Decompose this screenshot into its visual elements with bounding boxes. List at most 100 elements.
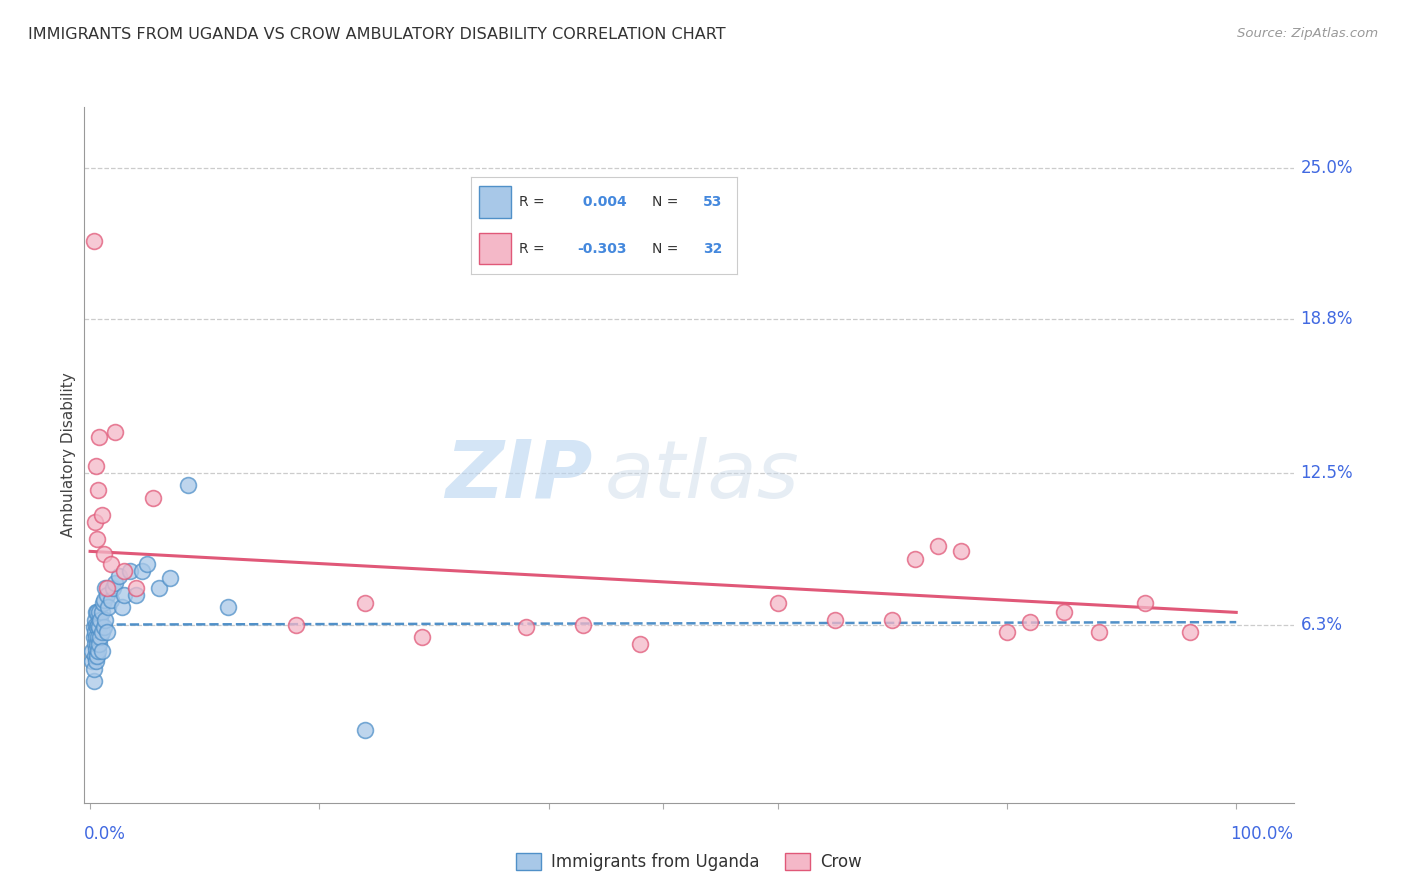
Point [1087, 624, 1109, 639]
Point [84, 642, 107, 657]
Text: R =: R = [519, 195, 550, 209]
Text: IMMIGRANTS FROM UGANDA VS CROW AMBULATORY DISABILITY CORRELATION CHART: IMMIGRANTS FROM UGANDA VS CROW AMBULATOR… [28, 27, 725, 42]
Point [83, 630, 105, 644]
Point [84, 606, 107, 620]
Point [93, 547, 115, 561]
Point [354, 596, 377, 610]
Point [766, 596, 789, 610]
Point [83, 515, 105, 529]
Point [96, 581, 118, 595]
Point [104, 576, 127, 591]
Point [93, 593, 115, 607]
Point [111, 600, 134, 615]
Text: 6.3%: 6.3% [1301, 615, 1343, 633]
Point [86, 637, 108, 651]
Point [882, 613, 904, 627]
Point [86, 620, 108, 634]
Point [515, 620, 537, 634]
Text: 0.0%: 0.0% [84, 825, 127, 843]
Point [1053, 606, 1076, 620]
Point [125, 581, 148, 595]
Legend: Immigrants from Uganda, Crow: Immigrants from Uganda, Crow [509, 847, 869, 878]
Point [354, 723, 377, 737]
Point [83, 620, 105, 634]
Point [87, 630, 110, 644]
Point [148, 581, 170, 595]
Point [83, 661, 105, 675]
Point [1019, 615, 1042, 629]
Point [104, 425, 127, 439]
Point [83, 235, 105, 249]
Point [87, 617, 110, 632]
Point [90, 624, 112, 639]
Point [995, 624, 1018, 639]
Point [90, 508, 112, 522]
Point [125, 588, 148, 602]
Point [101, 581, 124, 595]
FancyBboxPatch shape [479, 186, 512, 218]
Point [89, 637, 111, 651]
Point [84, 617, 107, 632]
Point [89, 630, 111, 644]
Point [824, 613, 846, 627]
Point [90, 606, 112, 620]
Point [84, 630, 107, 644]
Point [94, 581, 117, 595]
Point [950, 544, 973, 558]
Point [159, 571, 181, 585]
Point [904, 551, 927, 566]
Point [120, 564, 142, 578]
Y-axis label: Ambulatory Disability: Ambulatory Disability [60, 373, 76, 537]
Text: 25.0%: 25.0% [1301, 159, 1353, 178]
Point [628, 637, 651, 651]
Text: 100.0%: 100.0% [1230, 825, 1294, 843]
Point [83, 613, 105, 627]
Point [142, 491, 165, 505]
Point [83, 649, 105, 664]
Text: atlas: atlas [605, 437, 799, 515]
Point [84, 458, 107, 473]
Point [83, 637, 105, 651]
Point [86, 649, 108, 664]
Point [86, 606, 108, 620]
Text: 53: 53 [703, 195, 723, 209]
Point [1133, 596, 1156, 610]
Text: -0.303: -0.303 [578, 242, 627, 256]
Point [93, 620, 115, 634]
Point [89, 606, 111, 620]
Point [82, 644, 104, 658]
Point [114, 588, 136, 602]
Text: R =: R = [519, 242, 550, 256]
Point [91, 596, 114, 610]
Point [136, 557, 159, 571]
Text: Source: ZipAtlas.com: Source: ZipAtlas.com [1237, 27, 1378, 40]
Point [285, 617, 308, 632]
FancyBboxPatch shape [479, 233, 512, 264]
Point [97, 600, 120, 615]
Text: ZIP: ZIP [444, 437, 592, 515]
Text: N =: N = [652, 195, 683, 209]
Point [94, 613, 117, 627]
Point [217, 600, 239, 615]
Point [107, 568, 129, 582]
Point [100, 557, 122, 571]
Point [96, 624, 118, 639]
Point [131, 564, 153, 578]
Point [87, 644, 110, 658]
Text: N =: N = [652, 242, 683, 256]
Text: 0.004: 0.004 [578, 195, 627, 209]
Text: 32: 32 [703, 242, 723, 256]
Point [411, 630, 433, 644]
Point [89, 613, 111, 627]
Point [87, 483, 110, 498]
Text: 18.8%: 18.8% [1301, 310, 1353, 328]
Point [89, 620, 111, 634]
Point [89, 429, 111, 443]
Text: 12.5%: 12.5% [1301, 464, 1353, 483]
Point [114, 564, 136, 578]
Point [100, 593, 122, 607]
Point [96, 588, 118, 602]
Point [90, 644, 112, 658]
Point [176, 478, 198, 492]
Point [927, 540, 949, 554]
